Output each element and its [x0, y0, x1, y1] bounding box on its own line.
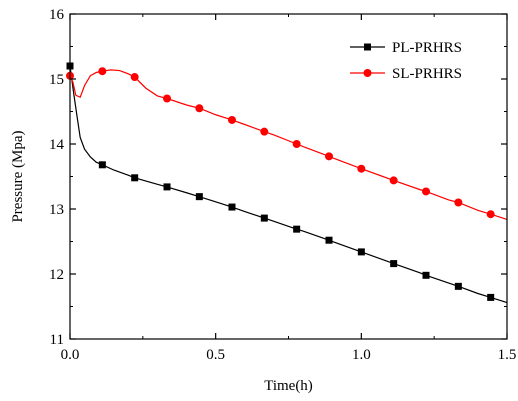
legend-label-pl-prhrs: PL-PRHRS [392, 40, 462, 56]
data-point-sl-prhrs [130, 73, 139, 82]
y-tick-label: 14 [49, 137, 65, 153]
data-point-sl-prhrs [422, 187, 431, 196]
data-point-pl-prhrs [163, 183, 171, 191]
legend-label-sl-prhrs: SL-PRHRS [392, 66, 462, 82]
legend-marker-pl-prhrs [364, 43, 371, 51]
y-tick-label: 12 [49, 267, 64, 283]
data-point-pl-prhrs [293, 225, 301, 233]
plot-content [66, 62, 508, 304]
y-tick-label: 16 [49, 7, 65, 23]
axes: 0.0 0.5 1.0 1.5 11 12 13 14 15 16 [49, 7, 516, 363]
x-tick-label: 1.5 [498, 347, 517, 363]
data-point-sl-prhrs [260, 127, 269, 136]
y-tick-label: 13 [49, 202, 64, 218]
x-axis-label: Time(h) [264, 378, 313, 394]
x-tick-label: 0.5 [206, 347, 225, 363]
data-point-sl-prhrs [454, 198, 463, 207]
data-point-pl-prhrs [357, 248, 365, 256]
x-tick-label: 1.0 [352, 347, 371, 363]
data-point-sl-prhrs [389, 176, 398, 185]
data-point-pl-prhrs [390, 260, 398, 268]
series-pl-prhrs [66, 62, 508, 304]
y-tick-label: 15 [49, 72, 64, 88]
data-point-pl-prhrs [422, 271, 430, 279]
x-tick-label: 0.0 [61, 347, 80, 363]
legend-item-sl-prhrs: SL-PRHRS [350, 66, 462, 82]
data-point-pl-prhrs [131, 174, 139, 182]
data-point-sl-prhrs [486, 210, 495, 219]
data-point-sl-prhrs [227, 115, 236, 124]
legend: PL-PRHRS SL-PRHRS [350, 40, 462, 82]
data-point-pl-prhrs [98, 161, 106, 169]
data-point-pl-prhrs [195, 193, 203, 201]
data-point-sl-prhrs [357, 164, 366, 173]
y-axis-label: Pressure (Mpa) [10, 130, 26, 222]
data-point-sl-prhrs [292, 140, 301, 148]
data-point-pl-prhrs [260, 214, 268, 222]
series-line-sl-prhrs [69, 69, 508, 220]
y-tick-label: 11 [50, 332, 64, 348]
data-point-pl-prhrs [454, 282, 462, 290]
legend-marker-sl-prhrs [363, 69, 372, 77]
series-line-pl-prhrs [69, 65, 508, 304]
data-point-pl-prhrs [228, 203, 236, 211]
legend-item-pl-prhrs: PL-PRHRS [350, 40, 462, 56]
data-point-sl-prhrs [195, 104, 204, 113]
data-point-sl-prhrs [163, 94, 172, 103]
data-point-sl-prhrs [324, 152, 333, 161]
data-point-pl-prhrs [487, 293, 495, 301]
data-point-sl-prhrs [98, 67, 107, 76]
series-sl-prhrs [66, 67, 508, 220]
data-point-pl-prhrs [325, 236, 333, 244]
